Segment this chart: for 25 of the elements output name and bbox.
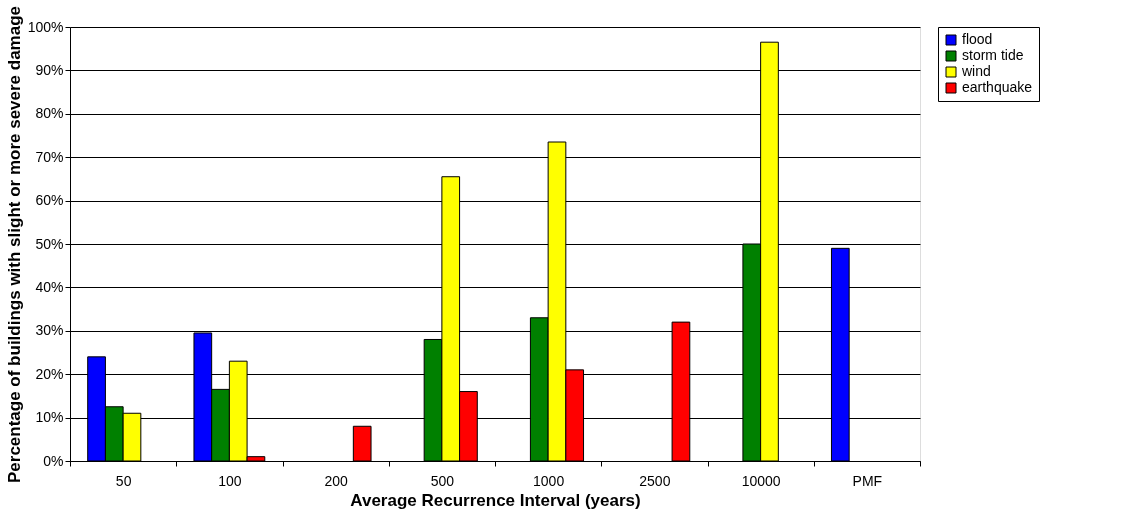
x-tick-label: PMF	[852, 472, 883, 489]
x-tick-label: 500	[430, 472, 455, 489]
x-tick-label: 2500	[639, 472, 671, 489]
legend-label: wind	[961, 63, 991, 79]
y-tick-label: 60%	[35, 192, 64, 209]
y-tick-label: 0%	[43, 452, 64, 469]
y-tick-label: 40%	[35, 278, 64, 295]
y-tick-label: 30%	[35, 322, 64, 339]
x-axis-title: Average Recurrence Interval (years)	[350, 490, 641, 510]
x-tick-label: 100	[218, 472, 242, 489]
y-tick-label: 90%	[35, 61, 64, 78]
legend-label: storm tide	[962, 47, 1024, 63]
x-tick-label: 1000	[533, 472, 565, 489]
legend-label: flood	[962, 31, 993, 47]
x-tick-label: 10000	[741, 472, 781, 489]
y-tick-label: 100%	[27, 18, 64, 35]
x-tick-label: 200	[324, 472, 349, 489]
y-tick-label: 70%	[35, 148, 64, 165]
y-tick-label: 50%	[35, 235, 64, 252]
y-axis-title: Percentage of buildings with slight or more severe damage	[4, 5, 24, 484]
y-tick-label: 20%	[35, 365, 64, 382]
x-tick-label: 50	[115, 472, 132, 489]
y-tick-label: 80%	[35, 105, 64, 122]
y-tick-label: 10%	[35, 409, 64, 426]
legend-label: earthquake	[962, 79, 1033, 95]
